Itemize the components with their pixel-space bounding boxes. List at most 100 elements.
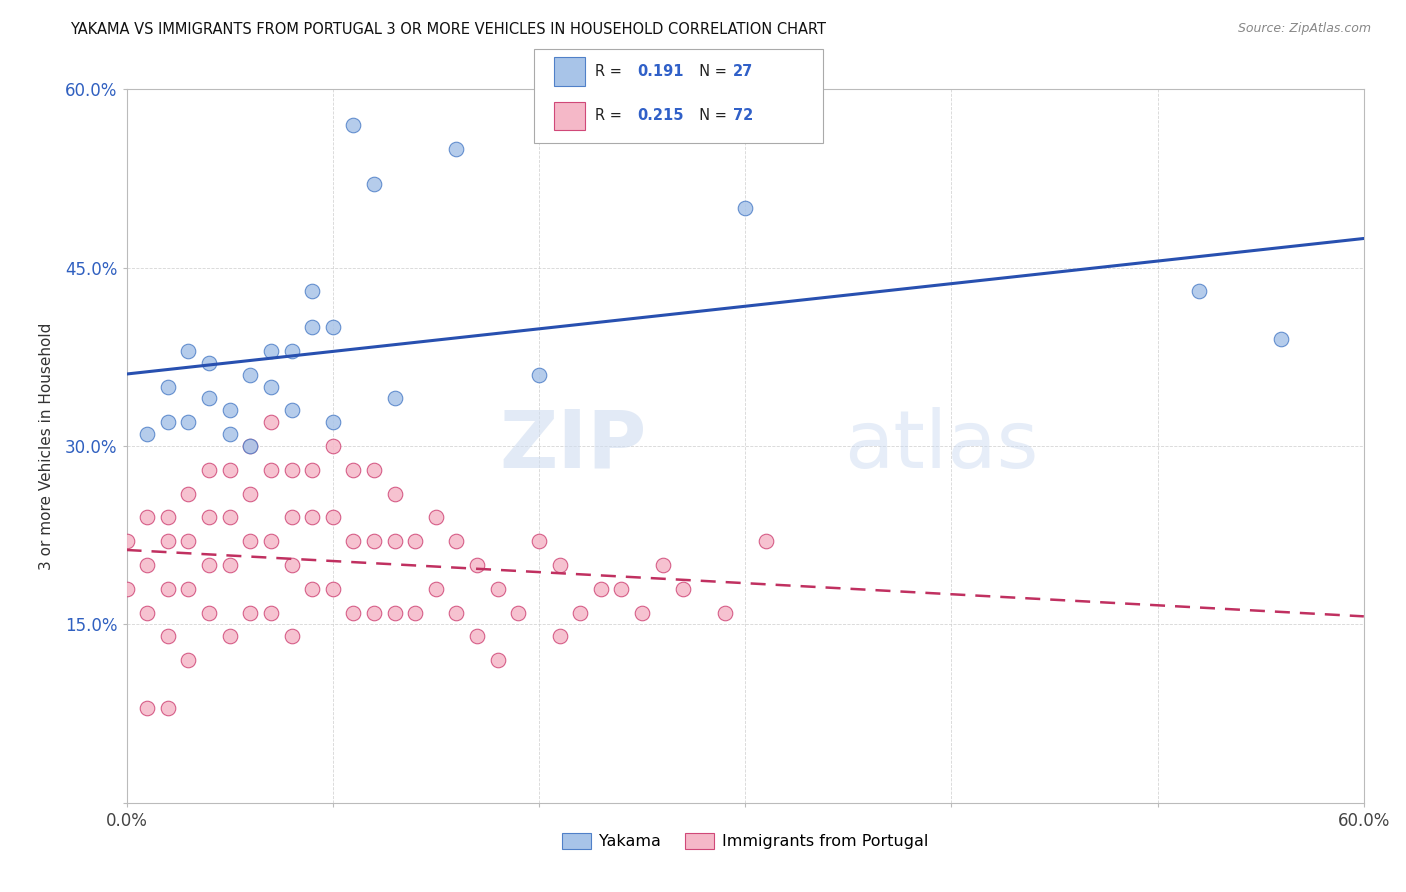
Point (651, 558, 673, 572)
Point (218, 558, 240, 572)
Point (548, 558, 571, 572)
Point (115, 582, 138, 596)
Text: 72: 72 (733, 109, 752, 123)
Point (280, 510, 302, 524)
Point (755, 534, 778, 549)
Point (1270, 332, 1292, 346)
Point (301, 320, 323, 334)
Point (280, 343, 302, 358)
Text: YAKAMA VS IMMIGRANTS FROM PORTUGAL 3 OR MORE VEHICLES IN HOUSEHOLD CORRELATION C: YAKAMA VS IMMIGRANTS FROM PORTUGAL 3 OR … (70, 22, 827, 37)
Point (156, 534, 179, 549)
Point (1188, 285, 1211, 299)
Point (239, 534, 262, 549)
Point (322, 510, 344, 524)
Text: R =: R = (595, 109, 626, 123)
Point (156, 510, 179, 524)
Point (177, 534, 200, 549)
Point (156, 415, 179, 429)
Point (260, 343, 283, 358)
Point (136, 510, 159, 524)
Point (156, 629, 179, 643)
Point (177, 486, 200, 500)
Point (136, 558, 159, 572)
Point (342, 534, 364, 549)
Point (342, 118, 364, 132)
Point (446, 534, 468, 549)
Point (198, 463, 221, 477)
Point (260, 463, 283, 477)
Point (301, 510, 323, 524)
Point (115, 534, 138, 549)
Point (280, 629, 302, 643)
Point (177, 415, 200, 429)
Point (363, 534, 385, 549)
Point (218, 510, 240, 524)
Point (218, 427, 240, 442)
Point (177, 582, 200, 596)
Point (384, 486, 406, 500)
Point (177, 343, 200, 358)
Point (260, 379, 283, 393)
Point (280, 558, 302, 572)
Point (446, 606, 468, 620)
Point (198, 356, 221, 370)
Point (610, 582, 633, 596)
Point (734, 201, 756, 215)
Point (218, 629, 240, 643)
Point (136, 427, 159, 442)
Point (239, 439, 262, 453)
Point (548, 629, 571, 643)
Text: N =: N = (690, 64, 733, 78)
Point (198, 606, 221, 620)
Text: R =: R = (595, 64, 626, 78)
Text: 0.215: 0.215 (637, 109, 683, 123)
Point (260, 606, 283, 620)
Point (301, 582, 323, 596)
Text: ZIP: ZIP (499, 407, 647, 485)
Point (425, 582, 447, 596)
Point (713, 606, 735, 620)
Text: Source: ZipAtlas.com: Source: ZipAtlas.com (1237, 22, 1371, 36)
Point (136, 606, 159, 620)
Point (239, 368, 262, 382)
Point (486, 653, 509, 667)
Point (239, 439, 262, 453)
Point (218, 403, 240, 417)
Point (465, 558, 488, 572)
Point (136, 700, 159, 714)
Point (156, 700, 179, 714)
Text: atlas: atlas (844, 407, 1039, 485)
Point (508, 606, 530, 620)
Point (589, 582, 612, 596)
Point (198, 510, 221, 524)
Point (280, 403, 302, 417)
Point (465, 629, 488, 643)
Text: N =: N = (690, 109, 733, 123)
Point (301, 285, 323, 299)
Point (322, 415, 344, 429)
Point (301, 463, 323, 477)
Point (404, 534, 426, 549)
Point (672, 582, 695, 596)
Point (404, 606, 426, 620)
Text: 27: 27 (733, 64, 752, 78)
Point (425, 510, 447, 524)
Point (322, 320, 344, 334)
Point (260, 534, 283, 549)
Point (198, 392, 221, 406)
Point (527, 534, 550, 549)
Point (384, 392, 406, 406)
Point (239, 486, 262, 500)
Point (363, 463, 385, 477)
Point (239, 606, 262, 620)
Point (342, 606, 364, 620)
Point (363, 606, 385, 620)
Point (156, 379, 179, 393)
Point (384, 534, 406, 549)
Point (569, 606, 592, 620)
Point (363, 178, 385, 192)
Point (260, 415, 283, 429)
Text: 0.191: 0.191 (637, 64, 683, 78)
Point (446, 142, 468, 156)
Point (486, 582, 509, 596)
